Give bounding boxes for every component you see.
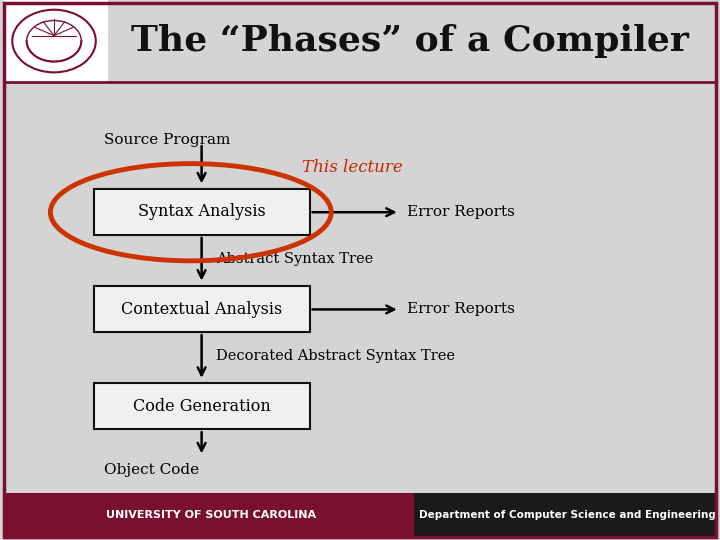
Bar: [94, 189, 310, 235]
Bar: [4, 0, 108, 82]
Text: The “Phases” of a Compiler: The “Phases” of a Compiler: [132, 24, 689, 58]
Text: Error Reports: Error Reports: [407, 302, 515, 316]
Text: Error Reports: Error Reports: [407, 205, 515, 219]
Text: Syntax Analysis: Syntax Analysis: [138, 204, 266, 220]
Text: Code Generation: Code Generation: [132, 398, 271, 415]
Bar: [94, 286, 310, 332]
Bar: [94, 383, 310, 429]
Text: Contextual Analysis: Contextual Analysis: [121, 301, 282, 318]
Bar: [4, 493, 414, 537]
Text: Department of Computer Science and Engineering: Department of Computer Science and Engin…: [418, 510, 716, 520]
Text: Object Code: Object Code: [104, 463, 199, 477]
Text: Source Program: Source Program: [104, 133, 231, 147]
Text: This lecture: This lecture: [302, 159, 403, 176]
Bar: [414, 493, 716, 537]
Text: Decorated Abstract Syntax Tree: Decorated Abstract Syntax Tree: [216, 349, 455, 363]
Text: Abstract Syntax Tree: Abstract Syntax Tree: [216, 252, 373, 266]
Text: UNIVERSITY OF SOUTH CAROLINA: UNIVERSITY OF SOUTH CAROLINA: [106, 510, 315, 520]
